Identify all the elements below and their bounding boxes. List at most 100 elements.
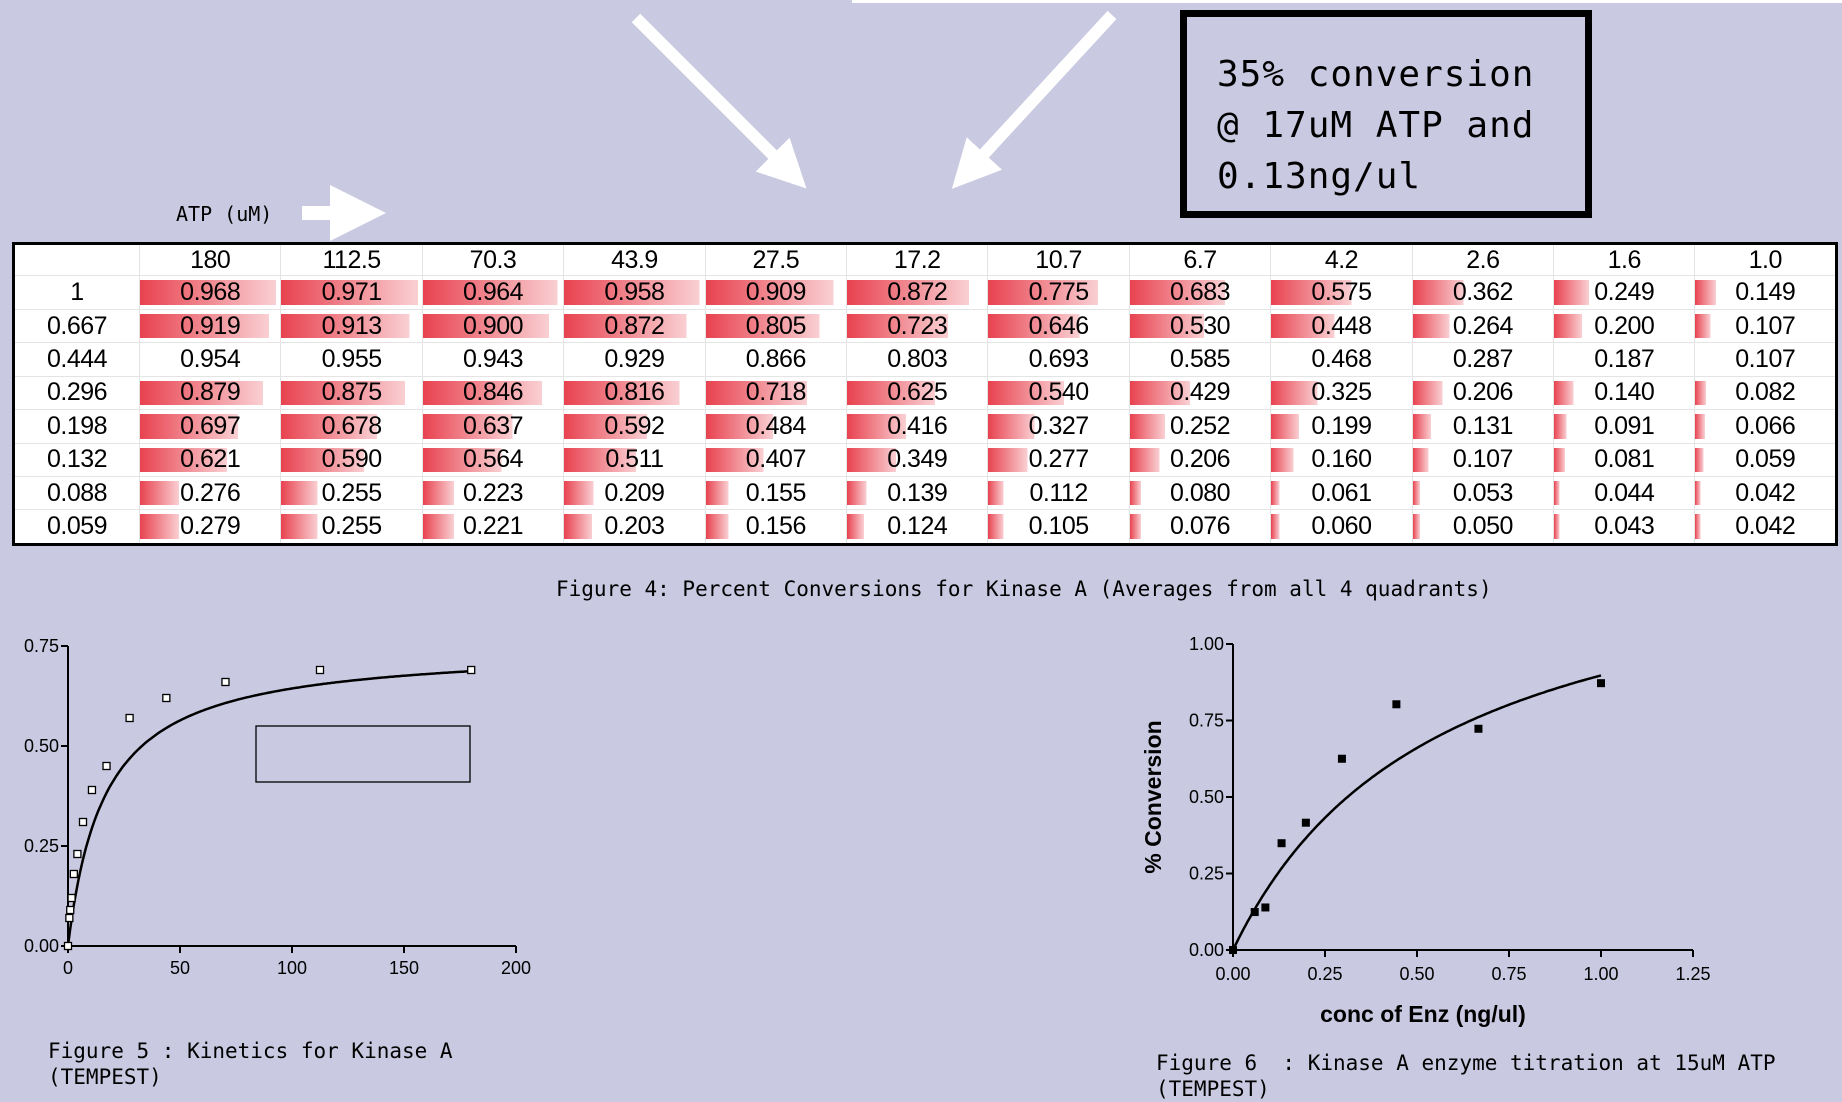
x-tick-label: 200 bbox=[501, 958, 531, 978]
conversion-cell: 0.080 bbox=[1128, 476, 1272, 511]
row-header-enzyme: 0.198 bbox=[13, 409, 140, 444]
conversion-cell: 0.964 bbox=[421, 275, 565, 310]
conversion-cell: 0.585 bbox=[1128, 342, 1272, 377]
table-row: 0.296 0.879 0.875 0.846 0.816 0.718 0.625 0.540… bbox=[13, 375, 1837, 411]
column-header-atp: 2.6 bbox=[1411, 242, 1555, 277]
conversion-cell: 0.484 bbox=[704, 409, 848, 444]
x-axis-label: conc of Enz (ng/ul) bbox=[1320, 1001, 1526, 1027]
conversion-cell: 0.203 bbox=[563, 509, 706, 545]
conversion-cell: 0.875 bbox=[280, 375, 423, 411]
table-row: 0.132 0.621 0.590 0.564 0.511 0.407 0.349 0.277… bbox=[13, 442, 1837, 478]
conversion-cell: 0.255 bbox=[280, 509, 423, 545]
column-header-atp: 10.7 bbox=[987, 242, 1130, 277]
conversion-cell: 0.200 bbox=[1553, 308, 1696, 344]
conversion-cell: 0.943 bbox=[421, 342, 565, 377]
conversion-cell: 0.511 bbox=[563, 442, 706, 478]
conversion-cell: 0.929 bbox=[563, 342, 706, 377]
conversion-cell: 0.955 bbox=[280, 342, 423, 377]
atp-axis-label: ATP (uM) bbox=[176, 202, 273, 226]
table-row: 0.667 0.919 0.913 0.900 0.872 0.805 0.723 0.646… bbox=[13, 308, 1837, 344]
conversion-cell: 0.327 bbox=[987, 409, 1130, 444]
column-header-atp: 27.5 bbox=[704, 242, 848, 277]
conversion-cell: 0.900 bbox=[421, 308, 565, 344]
conversion-cell: 0.059 bbox=[1694, 442, 1837, 478]
row-header-enzyme: 0.667 bbox=[13, 308, 140, 344]
conversion-cell: 0.803 bbox=[846, 342, 989, 377]
conversion-cell: 0.081 bbox=[1553, 442, 1696, 478]
table-row: 0.088 0.276 0.255 0.223 0.209 0.155 0.139 0.112… bbox=[13, 476, 1837, 511]
conversion-cell: 0.076 bbox=[1128, 509, 1272, 545]
conversion-cell: 0.590 bbox=[280, 442, 423, 478]
conversion-cell: 0.277 bbox=[987, 442, 1130, 478]
conversion-cell: 0.919 bbox=[138, 308, 282, 344]
data-point bbox=[221, 677, 230, 687]
conversion-cell: 0.646 bbox=[987, 308, 1130, 344]
conversion-cell: 0.209 bbox=[563, 476, 706, 511]
conversion-cell: 0.407 bbox=[704, 442, 848, 478]
conversion-cell: 0.105 bbox=[987, 509, 1130, 545]
conversion-cell: 0.971 bbox=[280, 275, 423, 310]
x-tick-label: 0.25 bbox=[1307, 964, 1342, 984]
data-point bbox=[102, 761, 111, 771]
row-header-enzyme: 0.132 bbox=[13, 442, 140, 478]
conversion-cell: 0.530 bbox=[1128, 308, 1272, 344]
table-row: 0.059 0.279 0.255 0.221 0.203 0.156 0.124 0.105… bbox=[13, 509, 1837, 545]
conversion-cell: 0.625 bbox=[846, 375, 989, 411]
arrow-down-left bbox=[951, 10, 1117, 189]
conversion-cell: 0.468 bbox=[1270, 342, 1413, 377]
data-point bbox=[63, 941, 73, 951]
conversion-cell: 0.160 bbox=[1270, 442, 1413, 478]
column-header-atp: 180 bbox=[138, 242, 282, 277]
figure6-caption: Figure 6 : Kinase A enzyme titration at … bbox=[1156, 1051, 1776, 1101]
figure4-caption: Figure 4: Percent Conversions for Kinase… bbox=[556, 577, 1492, 601]
conversion-cell: 0.199 bbox=[1270, 409, 1413, 444]
row-header-enzyme: 0.444 bbox=[13, 342, 140, 377]
conversion-cell: 0.107 bbox=[1411, 442, 1555, 478]
conversion-cell: 0.805 bbox=[704, 308, 848, 344]
conversion-cell: 0.066 bbox=[1694, 409, 1837, 444]
conversion-cell: 0.909 bbox=[704, 275, 848, 310]
conversion-cell: 0.448 bbox=[1270, 308, 1413, 344]
y-tick-label: 0.50 bbox=[1189, 787, 1224, 807]
y-tick-label: 0.25 bbox=[1189, 864, 1224, 884]
conversion-cell: 0.872 bbox=[846, 275, 989, 310]
column-header-atp: 1.6 bbox=[1553, 242, 1696, 277]
y-tick-label: 0.00 bbox=[24, 936, 59, 956]
column-header-atp: 6.7 bbox=[1128, 242, 1272, 277]
conversion-cell: 0.107 bbox=[1694, 342, 1837, 377]
conversion-cell: 0.429 bbox=[1128, 375, 1272, 411]
conversion-cell: 0.592 bbox=[563, 409, 706, 444]
row-header-enzyme: 0.296 bbox=[13, 375, 140, 411]
conversion-cell: 0.249 bbox=[1553, 275, 1696, 310]
data-point bbox=[66, 905, 75, 915]
data-point bbox=[1261, 903, 1270, 912]
conversion-cell: 0.693 bbox=[987, 342, 1130, 377]
conversion-cell: 0.255 bbox=[280, 476, 423, 511]
conversion-cell: 0.683 bbox=[1128, 275, 1272, 310]
column-header-atp: 17.2 bbox=[846, 242, 989, 277]
data-point bbox=[65, 913, 74, 923]
conversion-cell: 0.124 bbox=[846, 509, 989, 545]
row-header-enzyme: 0.059 bbox=[13, 509, 140, 545]
x-tick-label: 0 bbox=[63, 958, 73, 978]
data-point bbox=[467, 665, 476, 675]
conversion-cell: 0.279 bbox=[138, 509, 282, 545]
conversion-cell: 0.723 bbox=[846, 308, 989, 344]
data-point bbox=[78, 817, 88, 827]
data-point bbox=[1301, 818, 1310, 827]
conversion-cell: 0.061 bbox=[1270, 476, 1413, 511]
conversion-cell: 0.206 bbox=[1411, 375, 1555, 411]
conversion-table: 180 112.5 70.3 43.9 27.5 17.2 10.7 6.7 4.2 2.6 1.6… bbox=[12, 242, 1838, 546]
table-corner-cell bbox=[13, 242, 140, 277]
conversion-cell: 0.112 bbox=[987, 476, 1130, 511]
kinetics-chart: 0.00 0.25 0.50 0.75 0 50 100 150 200 bbox=[24, 636, 531, 978]
conversion-cell: 0.042 bbox=[1694, 509, 1837, 545]
conversion-cell: 0.362 bbox=[1411, 275, 1555, 310]
data-point bbox=[1337, 754, 1346, 763]
conversion-cell: 0.221 bbox=[421, 509, 565, 545]
top-border-line bbox=[852, 0, 1842, 3]
data-point bbox=[1474, 724, 1483, 733]
x-tick-label: 100 bbox=[277, 958, 307, 978]
conversion-cell: 0.206 bbox=[1128, 442, 1272, 478]
data-point bbox=[1229, 946, 1237, 954]
